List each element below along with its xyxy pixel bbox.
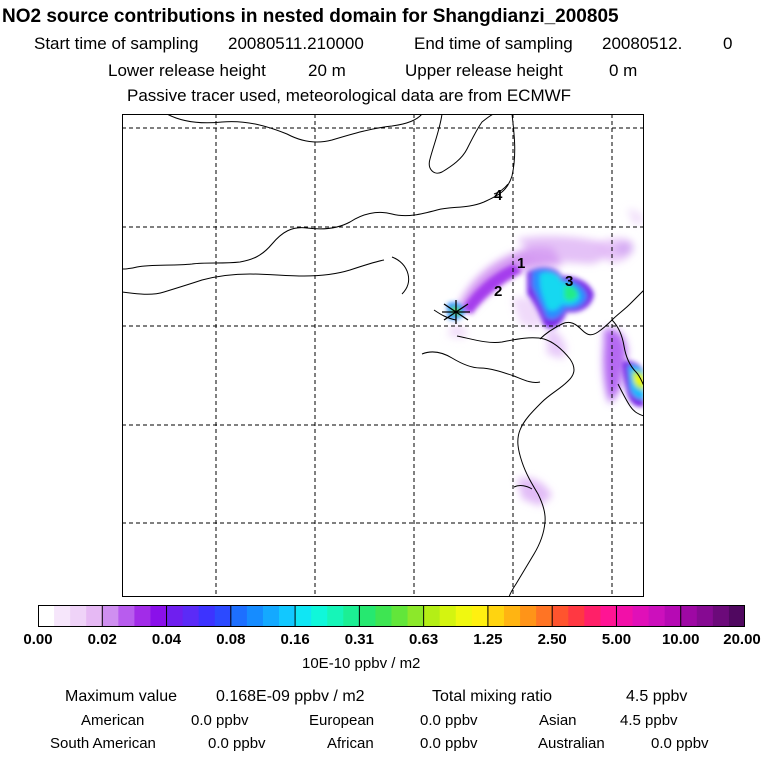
lat-lon-grid bbox=[122, 114, 644, 597]
colorbar-tick-label: 0.63 bbox=[409, 631, 439, 648]
colorbar-cell bbox=[279, 605, 296, 627]
region-name-european: European bbox=[309, 712, 375, 729]
colorbar-cell bbox=[664, 605, 682, 627]
colorbar-cell bbox=[728, 605, 745, 627]
colorbar-cell bbox=[343, 605, 360, 627]
source-label-1: 1 bbox=[517, 255, 525, 272]
colorbar-tick-label: 2.50 bbox=[537, 631, 567, 648]
upper-release-value: 0 m bbox=[609, 61, 638, 80]
colorbar-cell bbox=[38, 605, 55, 627]
colorbar-cell bbox=[568, 605, 585, 627]
region-name-asian: Asian bbox=[539, 712, 577, 729]
colorbar-cell bbox=[536, 605, 553, 627]
colorbar-cell bbox=[102, 605, 119, 627]
colorbar-cell bbox=[214, 605, 232, 627]
start-time-label: Start time of sampling bbox=[34, 34, 199, 53]
max-value-label: Maximum value bbox=[65, 688, 178, 705]
end-time-value: 20080512. bbox=[602, 34, 683, 53]
station-marker bbox=[442, 300, 470, 324]
max-value: 0.168E-09 ppbv / m2 bbox=[216, 688, 365, 705]
colorbar-cell bbox=[198, 605, 216, 627]
colorbar-unit: 10E-10 ppbv / m2 bbox=[302, 655, 421, 672]
start-time-value: 20080511.210000 bbox=[228, 34, 364, 53]
colorbar-tick-label: 10.00 bbox=[661, 631, 700, 648]
colorbar-cell bbox=[552, 605, 569, 627]
colorbar-cell bbox=[262, 605, 280, 627]
page-title: NO2 source contributions in nested domai… bbox=[2, 6, 619, 27]
region-name-south-american: South American bbox=[50, 735, 156, 752]
colorbar-tick-label: 0.16 bbox=[280, 631, 310, 648]
source-label-2: 2 bbox=[494, 283, 502, 300]
colorbar-cell bbox=[86, 605, 103, 627]
source-label-4: 4 bbox=[494, 187, 503, 204]
region-value-south-american: 0.0 ppbv bbox=[208, 735, 266, 752]
colorbar-cell bbox=[118, 605, 135, 627]
colorbar-cell bbox=[600, 605, 617, 627]
colorbar-cell bbox=[423, 605, 441, 627]
colorbar-cell bbox=[712, 605, 730, 627]
coastlines bbox=[122, 114, 644, 597]
colorbar-tick-label: 20.00 bbox=[723, 631, 761, 648]
colorbar-cell bbox=[182, 605, 200, 627]
colorbar-cell bbox=[632, 605, 650, 627]
colorbar-cell bbox=[54, 605, 71, 627]
colorbar-cell bbox=[439, 605, 457, 627]
lower-release-value: 20 m bbox=[308, 61, 346, 80]
colorbar-tick-label: 0.31 bbox=[344, 631, 374, 648]
colorbar-cell bbox=[359, 605, 376, 627]
source-label-3: 3 bbox=[565, 273, 573, 290]
colorbar-tick-label: 5.00 bbox=[601, 631, 632, 648]
map-frame bbox=[122, 114, 644, 597]
tracer-note: Passive tracer used, meteorological data… bbox=[127, 86, 572, 105]
colorbar-cell bbox=[487, 605, 505, 627]
colorbar bbox=[38, 605, 745, 627]
region-value-american: 0.0 ppbv bbox=[191, 712, 249, 729]
colorbar-cell bbox=[616, 605, 634, 627]
colorbar-tick-label: 1.25 bbox=[473, 631, 503, 648]
region-name-australian: Australian bbox=[538, 735, 605, 752]
colorbar-cell bbox=[584, 605, 601, 627]
colorbar-cell bbox=[455, 605, 473, 627]
colorbar-cell bbox=[471, 605, 489, 627]
lower-release-label: Lower release height bbox=[108, 61, 266, 80]
map-panel: 1 2 3 4 bbox=[122, 114, 644, 597]
colorbar-cell bbox=[407, 605, 425, 627]
region-value-african: 0.0 ppbv bbox=[420, 735, 478, 752]
colorbar-cell bbox=[648, 605, 666, 627]
colorbar-cell bbox=[166, 605, 184, 627]
colorbar-cell bbox=[520, 605, 537, 627]
upper-release-label: Upper release height bbox=[405, 61, 563, 80]
colorbar-cell bbox=[391, 605, 409, 627]
region-value-european: 0.0 ppbv bbox=[420, 712, 478, 729]
map-background bbox=[122, 114, 644, 597]
colorbar-cell bbox=[311, 605, 328, 627]
colorbar-cell bbox=[230, 605, 248, 627]
end-time-label: End time of sampling bbox=[414, 34, 573, 53]
colorbar-cell bbox=[150, 605, 168, 627]
colorbar-cell bbox=[327, 605, 344, 627]
end-time-suffix: 0 bbox=[723, 34, 733, 53]
colorbar-cell bbox=[246, 605, 264, 627]
region-value-australian: 0.0 ppbv bbox=[651, 735, 709, 752]
total-mixing-label: Total mixing ratio bbox=[432, 688, 553, 705]
colorbar-cell bbox=[503, 605, 521, 627]
region-value-asian: 4.5 ppbv bbox=[620, 712, 678, 729]
colorbar-cell bbox=[295, 605, 312, 627]
colorbar-cell bbox=[134, 605, 151, 627]
region-name-african: African bbox=[327, 735, 374, 752]
colorbar-cell bbox=[375, 605, 392, 627]
colorbar-cell bbox=[696, 605, 714, 627]
colorbar-tick-label: 0.02 bbox=[87, 631, 117, 648]
colorbar-cell bbox=[70, 605, 87, 627]
colorbar-tick-label: 0.08 bbox=[216, 631, 246, 648]
colorbar-tick-label: 0.00 bbox=[23, 631, 53, 648]
colorbar-cell bbox=[680, 605, 698, 627]
total-mixing-value: 4.5 ppbv bbox=[626, 688, 688, 705]
colorbar-tick-label: 0.04 bbox=[151, 631, 182, 648]
region-name-american: American bbox=[81, 712, 145, 729]
